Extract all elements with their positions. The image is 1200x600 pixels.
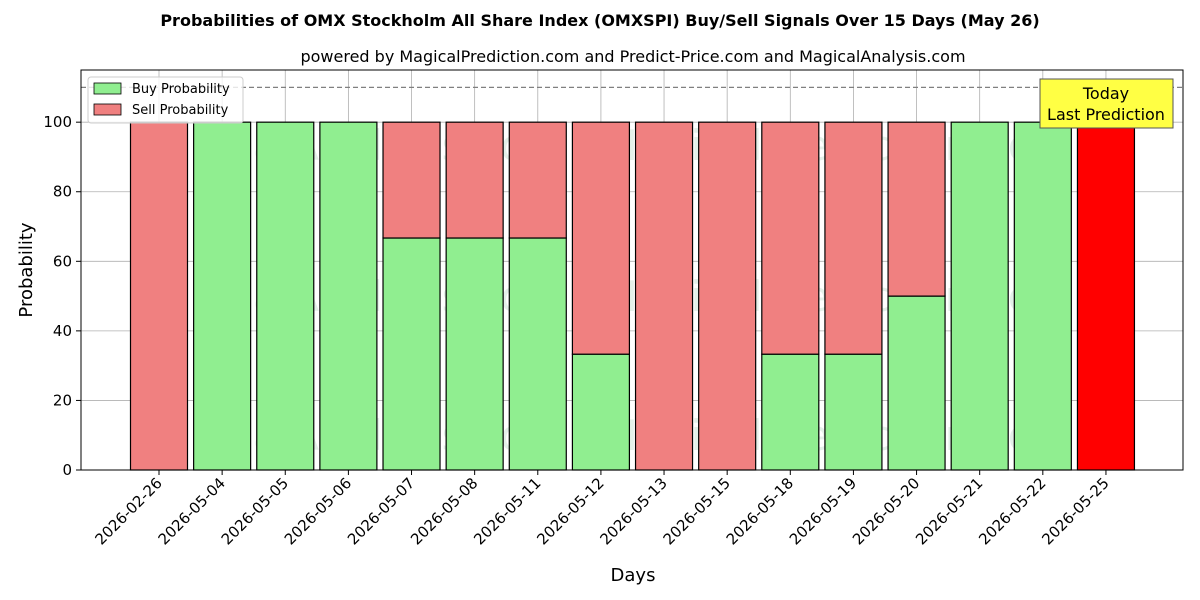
bar-sell <box>571 121 631 355</box>
plot-frame <box>80 69 1184 471</box>
annotation-line-2: Last Prediction <box>1047 105 1165 124</box>
x-tick-label: 2026-05-18 <box>723 474 797 548</box>
bar-sell <box>1076 121 1136 471</box>
bar-buy <box>824 353 883 471</box>
x-tick-label: 2026-05-25 <box>1038 474 1112 548</box>
y-tick-label: 100 <box>43 113 72 131</box>
bar-sell <box>887 121 946 297</box>
bar-sell <box>508 121 567 239</box>
x-tick-label: 2026-05-13 <box>596 474 670 548</box>
x-tick-label: 2026-05-12 <box>533 474 607 548</box>
x-tick-layer: 2026-02-262026-05-042026-05-052026-05-06… <box>91 470 1113 548</box>
bar-buy <box>319 121 378 471</box>
legend-swatch-buy <box>93 82 122 95</box>
chart-subtitle: powered by MagicalPrediction.com and Pre… <box>300 47 965 66</box>
x-axis-label: Days <box>611 565 656 586</box>
x-tick-label: 2026-05-07 <box>344 474 418 548</box>
y-tick-label: 20 <box>53 391 72 409</box>
y-axis-label: Probability <box>16 222 37 317</box>
chart-title: Probabilities of OMX Stockholm All Share… <box>160 11 1039 30</box>
bar-buy <box>445 237 504 471</box>
annotation-line-1: Today <box>1082 84 1129 103</box>
y-tick-label: 60 <box>53 252 72 270</box>
legend-label-buy: Buy Probability <box>132 82 230 97</box>
legend: Buy Probability Sell Probability <box>87 76 244 124</box>
bar-buy <box>571 353 631 471</box>
bar-buy <box>193 121 252 471</box>
x-tick-label: 2026-05-15 <box>660 474 734 548</box>
bar-buy <box>1013 121 1072 471</box>
x-tick-label: 2026-05-04 <box>155 474 229 548</box>
annotation-box <box>1039 78 1174 129</box>
x-tick-label: 2026-05-08 <box>407 474 481 548</box>
x-tick-label: 2026-02-26 <box>91 474 165 548</box>
bar-sell <box>382 121 441 239</box>
x-tick-label: 2026-05-11 <box>470 474 544 548</box>
today-annotation: Today Last Prediction <box>1039 78 1174 129</box>
y-tick-label: 80 <box>53 183 72 201</box>
bar-sell <box>761 121 820 355</box>
bar-buy <box>508 237 567 471</box>
x-tick-label: 2026-05-22 <box>975 474 1049 548</box>
legend-label-sell: Sell Probability <box>132 103 229 118</box>
y-tick-label: 0 <box>62 461 72 479</box>
x-tick-label: 2026-05-20 <box>849 474 923 548</box>
bars-layer <box>129 121 1136 471</box>
legend-box <box>87 76 244 124</box>
x-tick-label: 2026-05-06 <box>281 474 355 548</box>
bar-sell <box>634 121 694 471</box>
bar-buy <box>887 295 946 471</box>
bar-sell <box>698 121 757 471</box>
bar-buy <box>761 353 820 471</box>
bar-buy <box>382 237 441 471</box>
bar-sell <box>445 121 504 239</box>
bar-sell <box>824 121 883 355</box>
y-tick-layer: 0 20 40 60 80 100 <box>43 113 81 479</box>
x-tick-label: 2026-05-21 <box>912 474 986 548</box>
x-tick-label: 2026-05-19 <box>786 474 860 548</box>
bar-sell <box>129 121 189 471</box>
legend-swatch-sell <box>93 103 122 116</box>
bar-buy <box>256 121 315 471</box>
y-tick-label: 40 <box>53 322 72 340</box>
bar-buy <box>950 121 1009 471</box>
x-tick-label: 2026-05-05 <box>218 474 292 548</box>
